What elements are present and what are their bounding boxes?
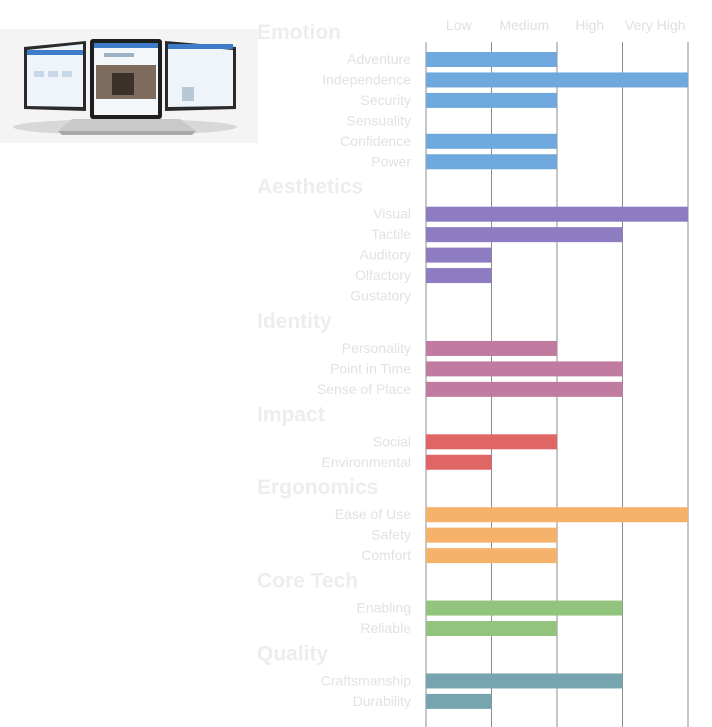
x-tick-label: High [575,17,604,33]
bar [426,434,557,450]
bar [426,507,688,523]
bar [426,227,623,243]
row-label: Olfactory [355,267,411,283]
row-label: Independence [322,71,411,87]
bar [426,621,557,636]
bar [426,454,492,470]
row-label: Durability [353,693,411,709]
bar [426,548,557,564]
row-label: Power [371,153,411,169]
bar [426,600,623,616]
category-label: Quality [257,642,329,665]
row-label: Social [373,433,411,449]
row-label: Tactile [371,226,411,242]
bar [426,693,492,709]
bar [426,673,623,689]
bar [426,361,623,377]
row-label: Craftsmanship [321,672,411,688]
bar [426,72,688,88]
row-label: Environmental [322,454,412,470]
bar [426,52,557,67]
row-label: Reliable [360,620,411,636]
bar [426,154,557,170]
row-label: Auditory [360,247,411,263]
row-label: Enabling [357,600,412,616]
bar [426,206,688,222]
row-label: Security [360,92,411,108]
laptop-screens-image [0,29,258,143]
bar [426,340,557,356]
bar [426,247,492,263]
category-label: Core Tech [257,570,358,593]
row-label: Sensuality [346,112,411,128]
category-label: Aesthetics [257,176,363,199]
category-label: Ergonomics [257,476,378,499]
row-label: Adventure [347,51,411,67]
row-label: Visual [373,206,411,222]
bar [426,527,557,543]
x-tick-label: Medium [499,17,549,33]
x-tick-label: Low [446,17,473,33]
row-label: Comfort [361,547,411,563]
row-label: Point in Time [330,360,411,376]
row-label: Gustatory [350,288,411,304]
row-label: Ease of Use [335,506,411,522]
row-label: Confidence [340,133,411,149]
row-label: Sense of Place [317,381,411,397]
bar [426,268,492,284]
bar [426,133,557,149]
row-label: Safety [371,527,411,543]
bar [426,92,557,108]
bar [426,381,623,397]
category-label: Identity [257,310,332,333]
category-label: Impact [257,403,325,426]
x-tick-label: Very High [625,17,686,33]
row-label: Personality [342,340,411,356]
category-label: Emotion [257,21,341,44]
